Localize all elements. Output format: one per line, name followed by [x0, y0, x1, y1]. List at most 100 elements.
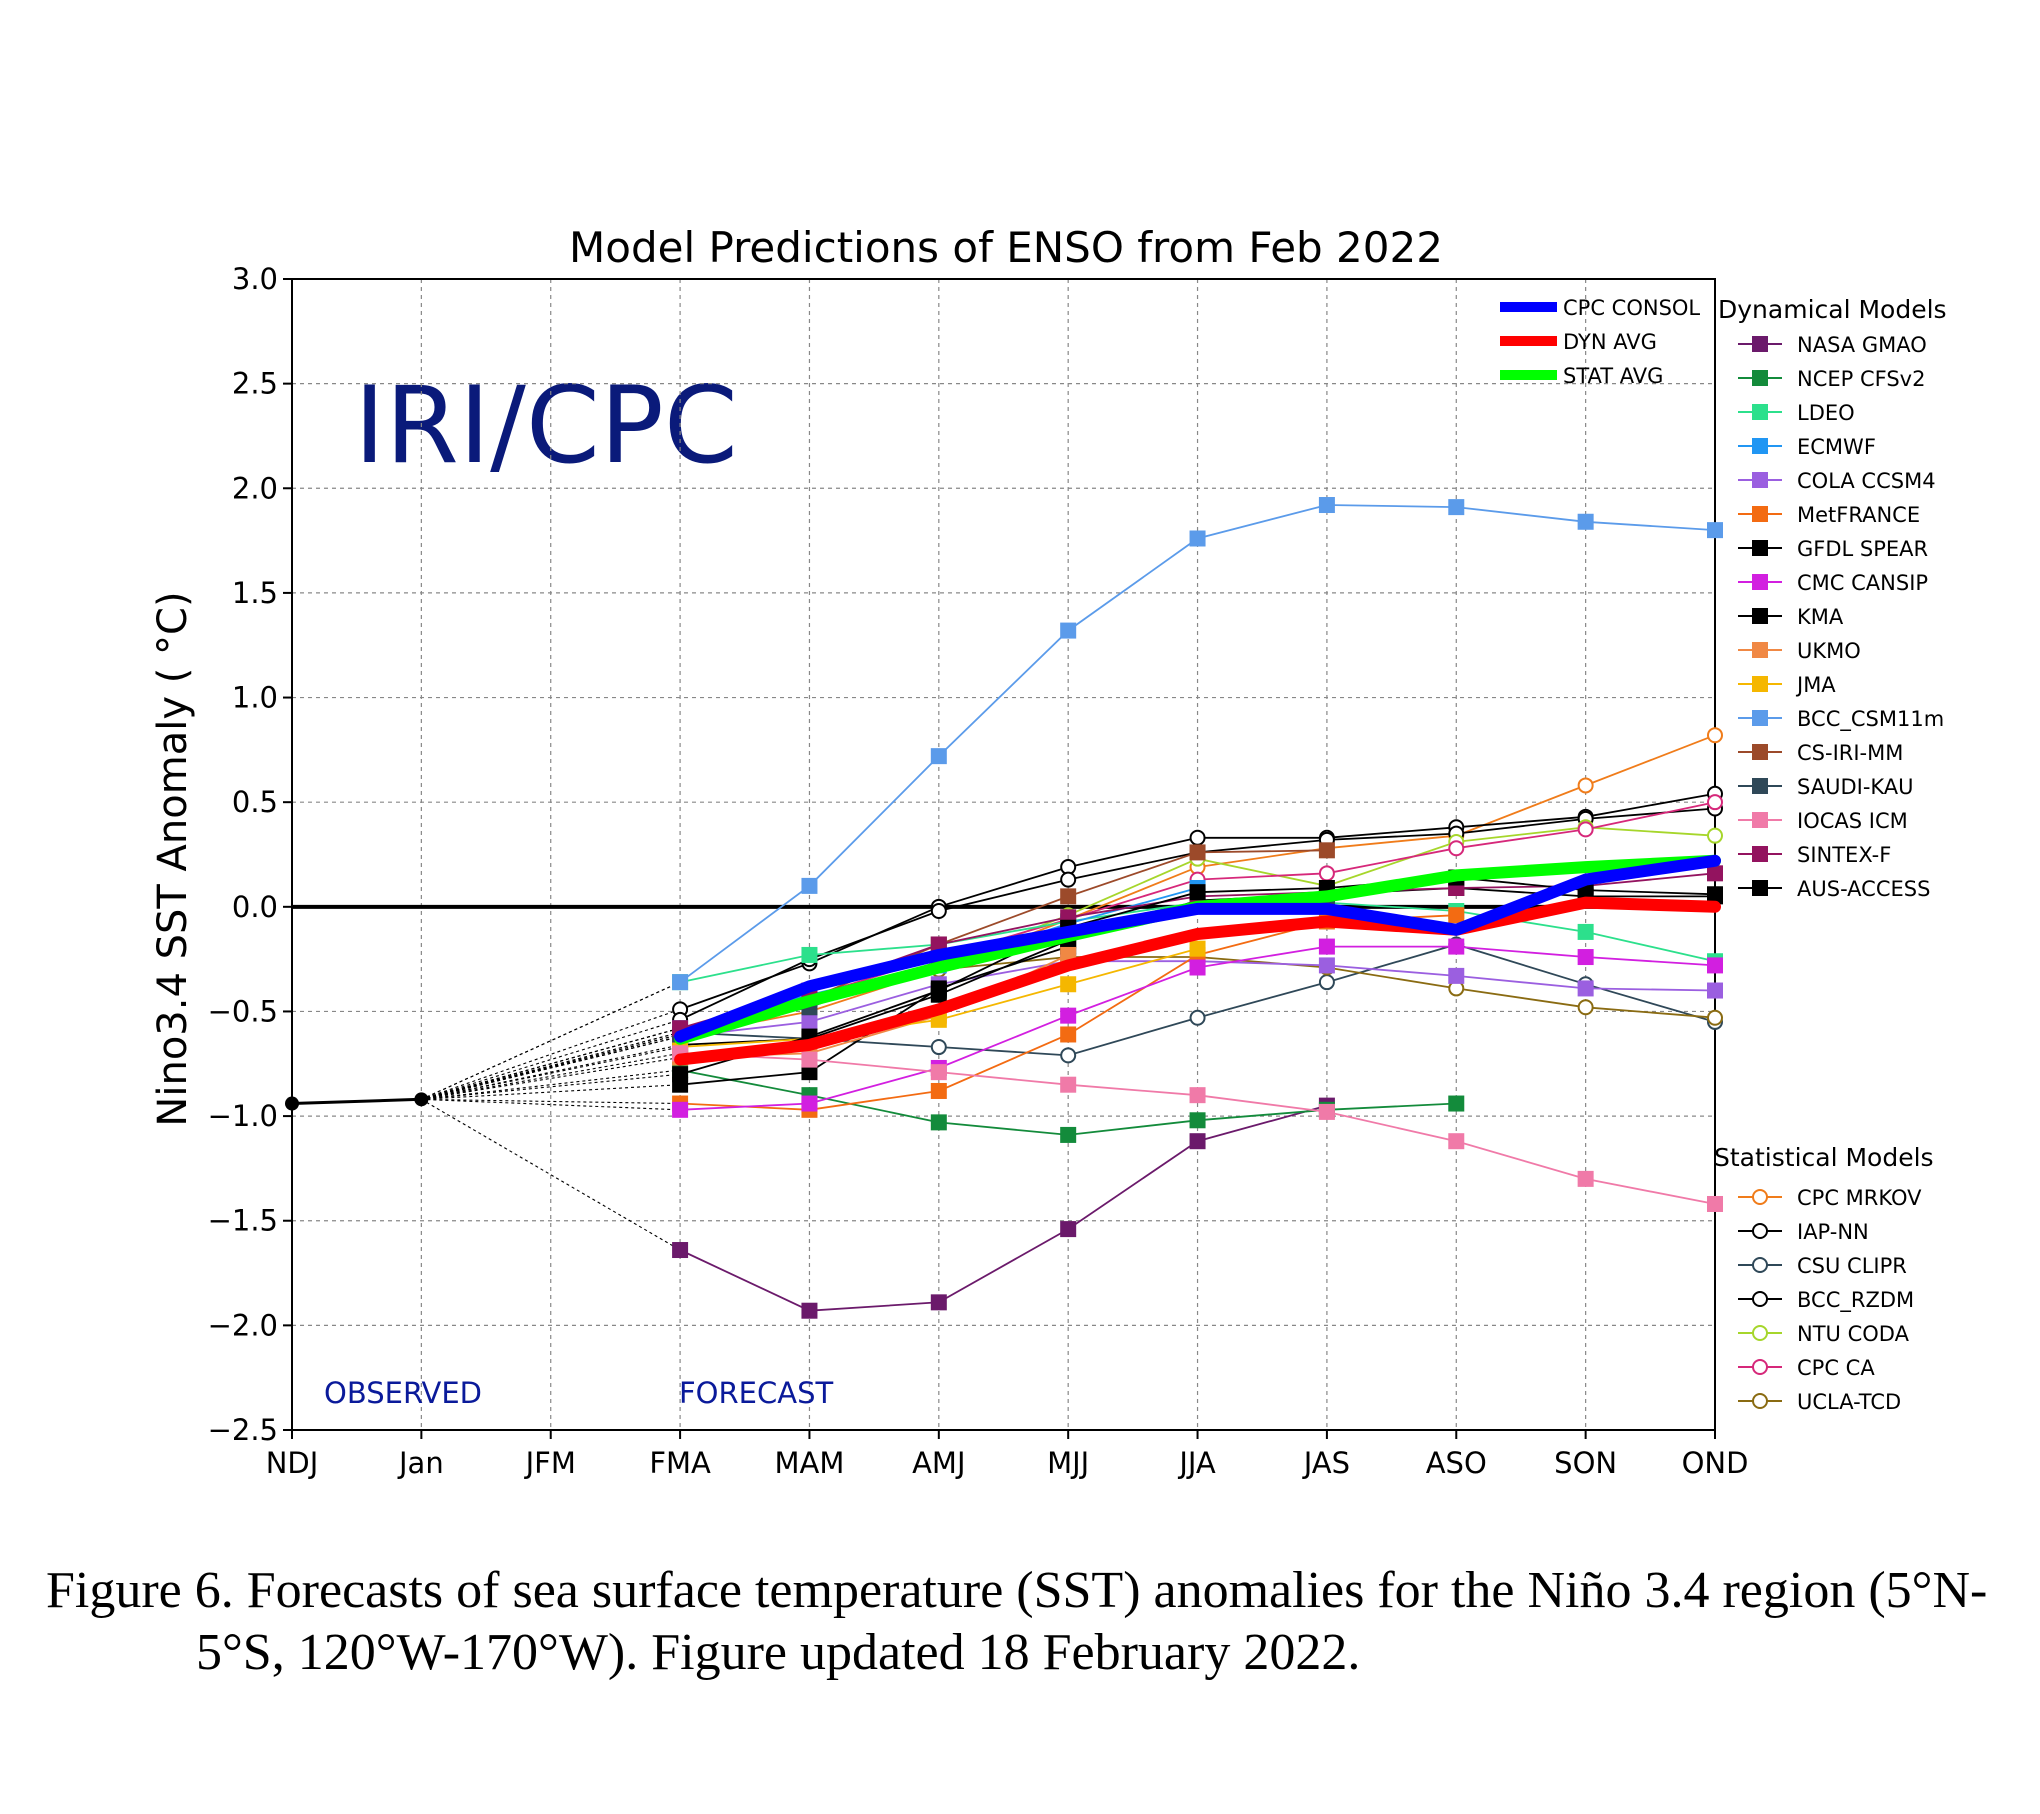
legend-swatch-marker	[1752, 1223, 1768, 1239]
legend-swatch-marker	[1752, 404, 1768, 420]
data-point	[1448, 499, 1465, 516]
data-point	[1577, 777, 1594, 794]
legend-swatch-marker	[1752, 1359, 1768, 1375]
data-point	[801, 1064, 818, 1081]
connector-line	[421, 981, 681, 1100]
forecast-label: FORECAST	[679, 1376, 833, 1410]
data-point	[1577, 923, 1594, 940]
x-tick-label: ASO	[1426, 1446, 1487, 1480]
data-point	[1060, 1076, 1077, 1093]
data-point	[930, 1064, 947, 1081]
x-tick-label: Jan	[397, 1446, 444, 1480]
connector-line	[421, 1098, 681, 1251]
data-point	[1448, 840, 1465, 857]
data-point	[1707, 794, 1723, 811]
data-point	[1577, 513, 1594, 530]
legend-label-bcc-csm11m: BCC_CSM11m	[1797, 707, 1944, 732]
data-point	[930, 982, 947, 999]
series-saudi-kau	[672, 894, 1335, 1043]
chart-title: Model Predictions of ENSO from Feb 2022	[569, 223, 1443, 272]
data-point	[1707, 957, 1723, 974]
data-point	[1189, 940, 1206, 957]
observed-label: OBSERVED	[324, 1376, 482, 1410]
data-point	[930, 903, 947, 920]
legend-swatch-marker	[1752, 744, 1768, 760]
y-tick-label: 0.5	[232, 785, 278, 819]
plot-frame	[291, 278, 1716, 1431]
series-bcc-csm11m	[672, 497, 1723, 991]
connector-line	[421, 1008, 681, 1100]
legend-label-ecmwf: ECMWF	[1797, 435, 1876, 459]
legend-label-ncep-cfsv2: NCEP CFSv2	[1797, 367, 1925, 391]
legend-swatch-marker	[1752, 676, 1768, 692]
data-point	[801, 1013, 818, 1030]
y-tick-label: −2.0	[208, 1308, 278, 1342]
legend-swatch-marker	[1752, 472, 1768, 488]
figure-caption: Figure 6. Forecasts of sea surface tempe…	[46, 1560, 2006, 1684]
enso-chart: Model Predictions of ENSO from Feb 2022 …	[150, 223, 1947, 1480]
legend-swatch-marker	[1752, 1291, 1768, 1307]
legend-label-ldeo: LDEO	[1797, 401, 1855, 425]
legend-swatch-marker	[1752, 710, 1768, 726]
data-point	[1060, 622, 1077, 639]
data-point	[1318, 974, 1335, 991]
connector-line	[421, 1098, 681, 1105]
data-point	[1577, 1170, 1594, 1187]
data-point	[1189, 1133, 1206, 1150]
data-point	[1577, 821, 1594, 838]
series-dyn-avg	[674, 896, 1721, 1066]
legend-dynamical-title: Dynamical Models	[1718, 295, 1947, 324]
x-tick-label: JAS	[1302, 1446, 1350, 1480]
legend-label-cola-ccsm4: COLA CCSM4	[1797, 469, 1936, 493]
data-point	[1318, 497, 1335, 514]
data-point	[1060, 1047, 1077, 1064]
observed-point	[414, 1092, 429, 1107]
data-point	[1060, 1221, 1077, 1238]
legend-swatch-marker	[1752, 370, 1768, 386]
x-tick-label: JFM	[524, 1446, 576, 1480]
y-tick-label: 2.0	[232, 471, 278, 505]
data-point	[1189, 1009, 1206, 1026]
data-point	[672, 1242, 689, 1259]
data-point	[1707, 865, 1723, 882]
data-point	[1707, 727, 1723, 744]
y-tick-label: 1.0	[232, 681, 278, 715]
data-point	[930, 1294, 947, 1311]
legend-swatch-marker	[1752, 642, 1768, 658]
legend-label-cpc-consol: CPC CONSOL	[1563, 296, 1700, 320]
data-point	[1060, 1007, 1077, 1024]
series-line	[679, 1104, 1328, 1312]
legend-label-ukmo: UKMO	[1797, 639, 1861, 663]
data-point	[1060, 888, 1077, 905]
series-nasa-gmao	[672, 1097, 1335, 1319]
data-point	[1318, 957, 1335, 974]
data-point	[1318, 842, 1335, 859]
legend-swatch-marker	[1752, 336, 1768, 352]
legend-swatch-marker	[1752, 812, 1768, 828]
y-tick-label: 0.0	[232, 890, 278, 924]
data-point	[1707, 522, 1723, 539]
data-point	[1577, 999, 1594, 1016]
legend-label-ucla-tcd: UCLA-TCD	[1797, 1390, 1901, 1414]
x-tick-label: NDJ	[266, 1446, 319, 1480]
data-point	[1189, 844, 1206, 861]
legend-label-aus-access: AUS-ACCESS	[1797, 877, 1930, 901]
data-point	[1577, 949, 1594, 966]
caption-line-2: 5°S, 120°W-170°W). Figure updated 18 Feb…	[196, 1624, 1361, 1681]
legend-label-bcc-rzdm: BCC_RZDM	[1797, 1288, 1914, 1313]
axes: 3.0 2.5 2.0 1.5 1.0 0.5 0.0 −0.5 −1.0 −1.5 −2.0 −2.…	[208, 262, 1749, 1480]
data-point	[1318, 1103, 1335, 1120]
grid	[292, 279, 1715, 1430]
data-point	[1707, 982, 1723, 999]
data-point	[1189, 1112, 1206, 1129]
data-point	[1189, 829, 1206, 846]
watermark-iri-cpc: IRI/CPC	[354, 364, 738, 487]
legend-label-cs-iri-mm: CS-IRI-MM	[1797, 741, 1903, 765]
data-point	[930, 1039, 947, 1056]
x-tick-label: SON	[1554, 1446, 1617, 1480]
data-point	[1189, 959, 1206, 976]
x-tick-label: OND	[1682, 1446, 1749, 1480]
y-tick-label: −2.5	[208, 1413, 278, 1447]
legend-swatch-marker	[1752, 880, 1768, 896]
data-point	[1577, 980, 1594, 997]
